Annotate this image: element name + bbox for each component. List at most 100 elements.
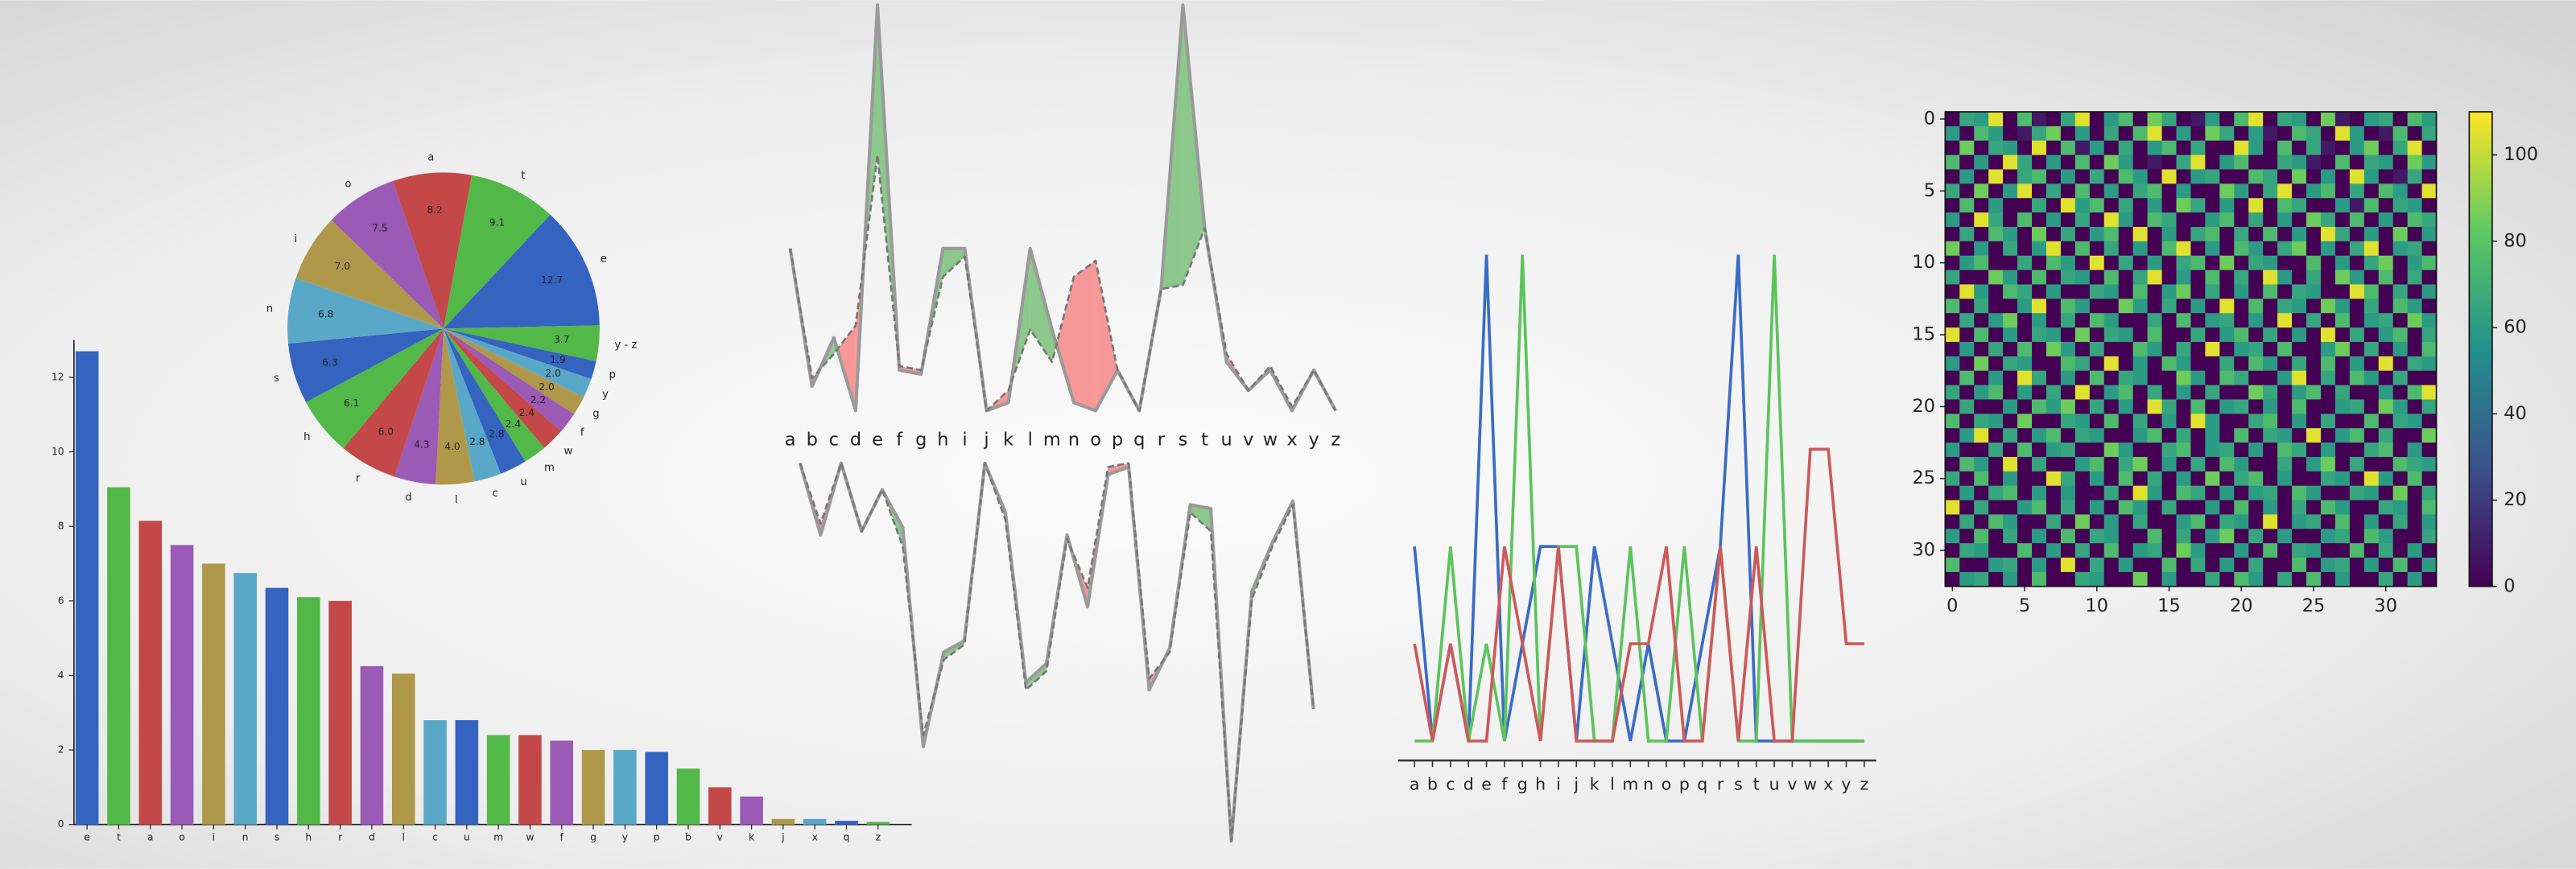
heatmap-cell — [1988, 399, 2004, 414]
heatmap-cell — [2392, 198, 2409, 213]
heatmap-cell — [2205, 571, 2220, 587]
x-tick-label: a — [1410, 775, 1420, 794]
heatmap-cell — [2046, 370, 2062, 386]
heatmap-cell — [2161, 183, 2178, 199]
y-tick-label: 0 — [1924, 108, 1935, 129]
heatmap-cell — [2263, 414, 2278, 429]
heatmap-cell — [2161, 399, 2178, 414]
heatmap-cell — [2292, 485, 2307, 501]
heatmap-cell — [2248, 111, 2264, 127]
bar — [328, 600, 352, 825]
heatmap-cell — [2003, 571, 2018, 587]
heatmap-cell — [2003, 255, 2018, 271]
heatmap-cell — [2003, 226, 2018, 242]
heatmap-cell — [2132, 456, 2149, 472]
heatmap-cell — [2003, 543, 2018, 558]
heatmap-cell — [2118, 456, 2134, 472]
heatmap-cell — [2421, 558, 2438, 573]
heatmap-cell — [2032, 183, 2047, 199]
heatmap-cell — [2190, 255, 2206, 271]
heatmap-cell — [2292, 428, 2307, 443]
heatmap-cell — [2046, 154, 2062, 171]
fill-area — [819, 337, 834, 370]
heatmap-cell — [2190, 270, 2206, 286]
heatmap-cell — [2060, 414, 2076, 429]
heatmap-cell — [2392, 443, 2409, 458]
heatmap-cell — [2132, 399, 2149, 414]
heatmap-cell — [2263, 169, 2278, 184]
heatmap-cell — [2074, 529, 2091, 544]
heatmap-cell — [2234, 370, 2249, 386]
heatmap-cell — [2176, 571, 2192, 587]
heatmap-cell — [2392, 241, 2409, 257]
fill-area — [1161, 5, 1183, 290]
heatmap-cell — [2263, 111, 2278, 127]
heatmap-cell — [2320, 571, 2336, 587]
heatmap-cell — [2421, 399, 2438, 414]
heatmap-cell — [2407, 456, 2423, 472]
x-tick-label: y — [1841, 775, 1851, 794]
heatmap-cell — [2363, 514, 2380, 529]
heatmap-cell — [1945, 558, 1960, 573]
heatmap-cell — [2334, 183, 2351, 199]
heatmap-cell — [2392, 169, 2409, 184]
heatmap-cell — [1945, 284, 1960, 299]
heatmap-cell — [2248, 414, 2264, 429]
heatmap-cell — [2292, 255, 2307, 271]
heatmap-cell — [2363, 111, 2380, 127]
heatmap-cell — [2306, 399, 2322, 414]
heatmap-cell — [2407, 485, 2423, 501]
heatmap-cell — [1974, 241, 1989, 257]
heatmap-cell — [2147, 571, 2163, 587]
heatmap-cell — [1988, 443, 2004, 458]
heatmap-cell — [2176, 543, 2192, 558]
heatmap-cell — [2032, 356, 2047, 372]
heatmap-cell — [2320, 500, 2336, 516]
fill-area — [1030, 248, 1052, 362]
heatmap-cell — [2161, 255, 2178, 271]
heatmap-cell — [2032, 140, 2047, 156]
heatmap-cell — [2306, 485, 2322, 501]
heatmap-cell — [2219, 471, 2235, 487]
fill-area — [1190, 505, 1212, 532]
heatmap-cell — [2074, 514, 2091, 529]
heatmap-cell — [2046, 385, 2062, 401]
heatmap-cell — [2046, 500, 2062, 516]
pie-value-label: 6.3 — [322, 357, 337, 369]
heatmap-cell — [2234, 356, 2249, 372]
heatmap-cell — [1988, 471, 2004, 487]
heatmap-cell — [2103, 529, 2120, 544]
heatmap-cell — [1974, 456, 1989, 472]
heatmap-cell — [2003, 356, 2018, 372]
heatmap-cell — [2378, 183, 2394, 199]
heatmap-cell — [2017, 270, 2033, 286]
heatmap-cell — [2363, 529, 2380, 544]
pie-value-label: 2.4 — [519, 407, 535, 418]
heatmap-cell — [2046, 485, 2062, 501]
heatmap-cell — [2103, 313, 2120, 328]
pie-wedge — [444, 175, 551, 329]
heatmap-cell — [2118, 212, 2134, 228]
bar — [391, 673, 415, 825]
bar — [138, 521, 163, 825]
heatmap-cell — [2132, 414, 2149, 429]
heatmap-cell — [2334, 514, 2351, 529]
heatmap-cell — [2248, 341, 2264, 357]
heatmap-cell — [2334, 284, 2351, 299]
heatmap-cell — [1959, 385, 1975, 401]
heatmap-cell — [1974, 370, 1989, 386]
heatmap-cell — [2132, 241, 2149, 257]
heatmap-cell — [2017, 471, 2033, 487]
heatmap-cell — [2118, 428, 2134, 443]
heatmap-cell — [1988, 428, 2004, 443]
heatmap-cell — [1945, 341, 1960, 357]
pie-label: o — [345, 178, 351, 190]
heatmap-cell — [2363, 299, 2380, 314]
heatmap-cell — [2407, 126, 2423, 142]
heatmap-cell — [2032, 443, 2047, 458]
heatmap-cell — [1974, 327, 1989, 343]
heatmap-cell — [2017, 154, 2033, 171]
x-tick-label: l — [1028, 430, 1033, 451]
x-tick-label: o — [179, 832, 185, 843]
heatmap-cell — [2334, 385, 2351, 401]
